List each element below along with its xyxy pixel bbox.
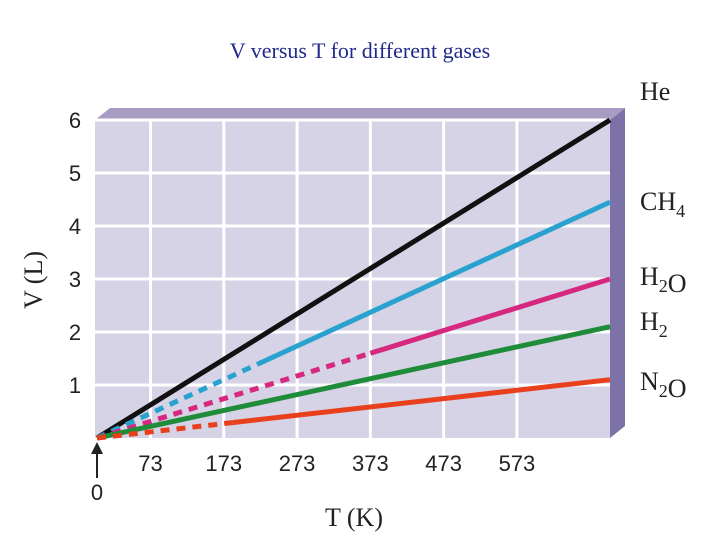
series-label-he: He [640, 77, 670, 106]
series-h2o-line [369, 276, 611, 356]
y-tick-label-3: 3 [69, 267, 81, 292]
series-h2-line [96, 324, 611, 441]
y-axis-title: V (L) [19, 251, 48, 309]
x-axis-title: T (K) [325, 503, 383, 532]
series-label-h2o: H2O [640, 262, 687, 298]
series-he-line [95, 117, 612, 441]
series-label-n2o: N2O [640, 367, 687, 403]
chart-title: V versus T for different gases [229, 38, 491, 63]
series-lines [95, 117, 612, 441]
series-n2o-line [232, 377, 611, 426]
svg-text:V (L): V (L) [19, 251, 48, 309]
series-n2o-extrapolated [96, 420, 233, 441]
plot-right-bevel [610, 108, 625, 438]
y-tick-label-1: 1 [69, 373, 81, 398]
series-ch4-line [257, 199, 612, 367]
x-tick-labels: 73 173 273 373 473 573 [138, 451, 535, 476]
x-tick-label-2: 173 [205, 451, 242, 476]
x-tick-label-5: 473 [425, 451, 462, 476]
y-tick-label-6: 6 [69, 108, 81, 133]
series-label-h2: H2 [640, 307, 668, 341]
x-origin-label: 0 [91, 480, 103, 505]
plot-top-bevel [95, 108, 625, 120]
origin-arrowhead [91, 442, 103, 454]
y-tick-labels: 1 2 3 4 5 6 [69, 108, 81, 398]
y-tick-label-4: 4 [69, 214, 81, 239]
x-tick-label-1: 73 [138, 451, 162, 476]
series-ch4-extrapolated [95, 361, 260, 441]
series-labels: He CH4 H2O H2 N2O [640, 77, 687, 403]
series-label-ch4: CH4 [640, 187, 685, 221]
y-tick-label-5: 5 [69, 161, 81, 186]
y-tick-label-2: 2 [69, 320, 81, 345]
x-tick-label-6: 573 [499, 451, 536, 476]
x-tick-label-3: 273 [279, 451, 316, 476]
x-tick-label-4: 373 [352, 451, 389, 476]
